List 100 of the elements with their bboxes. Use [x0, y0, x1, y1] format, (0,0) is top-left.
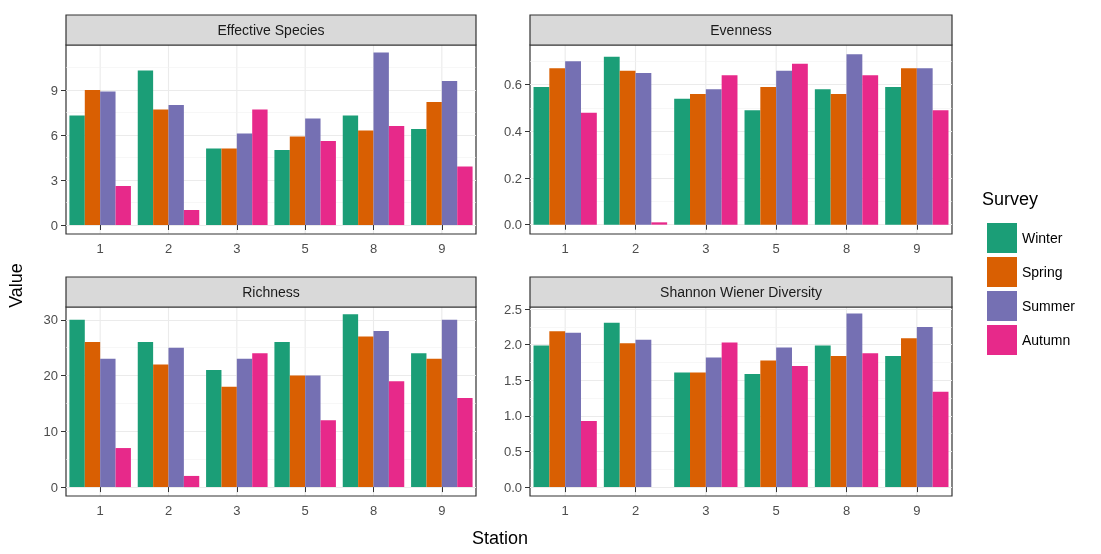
bar [705, 89, 722, 225]
bar [674, 372, 691, 488]
bar [901, 68, 917, 225]
bar [885, 87, 902, 225]
bar [426, 358, 442, 488]
bar [221, 386, 237, 488]
bar [932, 110, 949, 225]
bar [846, 54, 863, 225]
x-tick-label: 1 [96, 241, 104, 256]
bar [183, 475, 200, 488]
bar [305, 118, 321, 225]
x-tick-label: 2 [631, 241, 640, 256]
bar [619, 70, 636, 225]
bar [932, 391, 949, 488]
x-tick-label: 3 [702, 503, 710, 518]
bar [411, 353, 427, 488]
bar [115, 186, 131, 225]
x-tick-label: 9 [438, 241, 446, 256]
bar [84, 90, 101, 225]
bar [168, 347, 184, 488]
y-tick-label: 6 [50, 127, 58, 143]
bar [69, 319, 85, 488]
bar [320, 141, 336, 225]
bar [619, 343, 636, 488]
bar [862, 75, 879, 225]
bar [183, 210, 200, 225]
bar [115, 448, 131, 488]
bar [830, 356, 847, 488]
x-tick-label: 8 [842, 241, 851, 256]
bar [84, 342, 101, 488]
bar [206, 148, 222, 225]
bar [533, 345, 550, 488]
bar [549, 68, 566, 225]
bar [100, 91, 116, 225]
x-tick-label: 2 [164, 503, 173, 518]
x-tick-label: 9 [913, 503, 921, 518]
bar [252, 353, 268, 488]
x-tick-label: 2 [164, 241, 173, 256]
x-tick-label: 3 [702, 241, 710, 256]
x-tick-label: 5 [772, 503, 780, 518]
bar [603, 322, 620, 488]
bar [274, 150, 290, 225]
x-tick-label: 5 [772, 241, 780, 256]
x-tick-label: 5 [301, 241, 309, 256]
bar [651, 222, 668, 225]
bar [373, 52, 389, 225]
bar [814, 89, 831, 225]
legend-label: Summer [1022, 298, 1076, 314]
x-tick-label: 8 [369, 503, 378, 518]
x-tick-label: 2 [631, 503, 640, 518]
bar [776, 347, 792, 488]
bar [603, 56, 620, 225]
bar [635, 339, 652, 488]
bar [373, 330, 389, 488]
chart-title: Richness [242, 284, 300, 300]
y-tick-label: 0.4 [503, 123, 522, 139]
y-tick-label: 10 [43, 423, 58, 439]
bar [252, 109, 268, 225]
bar [274, 342, 290, 488]
bar [289, 136, 306, 225]
bar [549, 331, 566, 488]
bar [457, 166, 473, 225]
bar [137, 70, 154, 225]
bar [791, 63, 808, 225]
y-tick-label: 0.5 [503, 444, 522, 460]
bar [635, 73, 652, 225]
bar [760, 360, 777, 488]
y-tick-label: 2.0 [503, 337, 522, 353]
y-tick-label: 20 [43, 368, 58, 384]
bar [830, 94, 847, 225]
bar [342, 115, 359, 225]
x-axis-title: Station [472, 528, 529, 549]
y-axis-title: Value [5, 263, 27, 308]
bar [690, 372, 706, 488]
legend-title: Survey [982, 189, 1039, 209]
bar [580, 112, 597, 225]
y-tick-label: 30 [43, 312, 58, 328]
bar [320, 420, 336, 488]
bar [100, 358, 116, 488]
y-tick-label: 1.5 [503, 372, 522, 388]
bar [221, 148, 237, 225]
bar [137, 342, 154, 488]
y-tick-label: 0.2 [503, 170, 522, 186]
y-tick-label: 0 [50, 479, 58, 495]
bar [565, 61, 581, 225]
x-tick-label: 1 [561, 503, 569, 518]
x-tick-label: 1 [561, 241, 569, 256]
y-tick-label: 3 [50, 172, 58, 188]
bar [901, 338, 917, 488]
bar [814, 345, 831, 488]
bar [358, 336, 374, 488]
bar [441, 319, 458, 488]
bar [862, 353, 879, 488]
bar [580, 420, 597, 488]
y-tick-label: 0.0 [503, 479, 522, 495]
bar [358, 130, 374, 225]
bar [744, 373, 761, 488]
bar [721, 342, 738, 488]
bar [846, 313, 863, 488]
y-tick-label: 0.0 [503, 217, 522, 233]
